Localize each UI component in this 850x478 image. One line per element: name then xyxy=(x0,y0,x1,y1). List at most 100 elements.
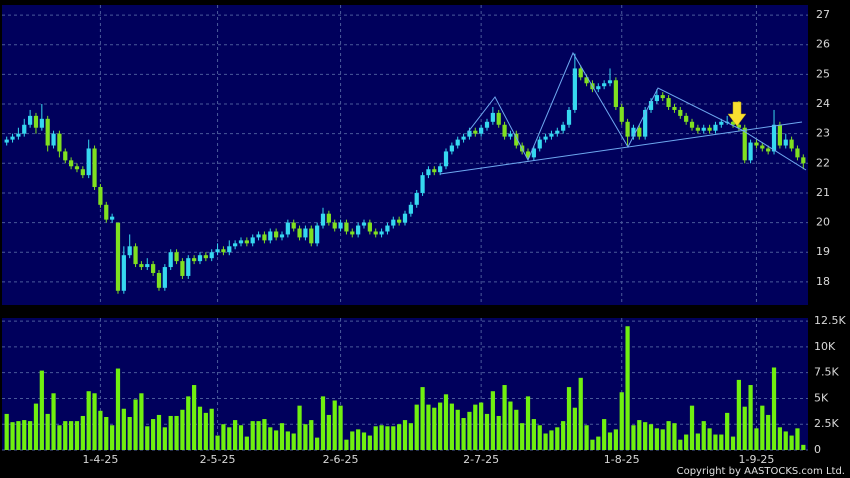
candle-body xyxy=(514,133,519,146)
candle-body xyxy=(10,136,15,140)
candle-body xyxy=(619,106,624,122)
volume-bar xyxy=(730,436,736,450)
y-tick-label: 19 xyxy=(816,245,830,258)
candle-body xyxy=(309,228,314,244)
candle-body xyxy=(789,139,794,149)
volume-bar xyxy=(227,427,232,450)
volume-bar xyxy=(379,425,384,450)
volume-bar xyxy=(391,426,396,450)
candle-body xyxy=(238,240,244,244)
candle-body xyxy=(643,109,648,137)
y2-tick-label: 7.5K xyxy=(814,366,839,379)
candle-body xyxy=(69,160,74,167)
candle-body xyxy=(57,133,62,152)
candle-body xyxy=(338,222,343,229)
candle-body xyxy=(438,166,443,173)
volume-bar xyxy=(795,428,800,450)
candle-body xyxy=(303,228,308,238)
y2-tick-label: 5K xyxy=(814,391,829,404)
candle-body xyxy=(684,115,689,122)
candle-body xyxy=(320,213,326,226)
candle-body xyxy=(326,213,331,223)
volume-bar xyxy=(344,439,349,450)
candle-body xyxy=(637,127,642,137)
trend-lines xyxy=(439,51,807,175)
volume-bar xyxy=(701,421,706,450)
candle-body xyxy=(596,86,601,90)
candle-body xyxy=(631,127,636,137)
volume-bar xyxy=(63,421,68,450)
candle-body xyxy=(555,130,560,134)
candle-body xyxy=(74,166,80,170)
y-tick-label: 21 xyxy=(816,186,830,199)
candle-body xyxy=(168,252,173,268)
candle-body xyxy=(701,127,706,131)
volume-bar xyxy=(537,425,542,450)
volume-bar xyxy=(238,425,244,450)
x-tick-label: 2-7-25 xyxy=(463,453,499,466)
candle-body xyxy=(449,145,454,152)
candle-body xyxy=(467,130,472,137)
volume-bar xyxy=(719,434,724,450)
volume-bar xyxy=(127,417,132,450)
candle-body xyxy=(197,255,203,262)
volume-bar xyxy=(467,411,472,450)
volume-bar xyxy=(414,404,419,450)
candle-body xyxy=(783,139,788,146)
volume-bar xyxy=(320,396,326,450)
volume-bar xyxy=(725,412,730,450)
candle-body xyxy=(760,145,765,149)
candle-body xyxy=(654,95,659,102)
volume-bar xyxy=(596,436,601,450)
volume-bar xyxy=(51,393,56,450)
volume-bar xyxy=(315,437,320,450)
candle-body xyxy=(607,80,613,84)
candle-body xyxy=(414,192,419,205)
volume-bar xyxy=(678,439,683,450)
volume-bar xyxy=(274,430,279,450)
volume-bar xyxy=(777,427,782,450)
volume-bar xyxy=(197,406,203,450)
volume-bar xyxy=(449,403,454,450)
volume-bar xyxy=(151,419,156,450)
volume-bar xyxy=(361,432,367,450)
volume-bar xyxy=(496,415,501,450)
candle-body xyxy=(660,95,665,99)
candle-body xyxy=(244,240,249,244)
volume-bar xyxy=(408,423,413,450)
volume-bar xyxy=(373,426,378,450)
volume-bar xyxy=(707,428,712,450)
candle-body xyxy=(121,255,126,291)
candle-body xyxy=(484,121,490,128)
volume-bar xyxy=(367,435,372,450)
candle-body xyxy=(344,222,349,232)
volume-bar xyxy=(426,404,431,450)
volume-bar xyxy=(244,436,249,450)
support-line xyxy=(439,121,803,175)
volume-bar xyxy=(484,413,490,450)
candle-body xyxy=(186,258,191,276)
candle-body xyxy=(801,157,806,164)
candle-body xyxy=(771,124,777,152)
volume-bar xyxy=(45,413,50,450)
signal-arrow xyxy=(727,101,747,127)
candle-body xyxy=(443,151,449,167)
candle-body xyxy=(192,258,197,262)
volume-bar xyxy=(350,431,355,450)
candle-body xyxy=(549,133,554,137)
candle-body xyxy=(391,219,396,226)
y2-tick-label: 2.5K xyxy=(814,417,839,430)
candle-body xyxy=(473,130,478,134)
candle-body xyxy=(730,121,736,125)
volume-bar xyxy=(438,402,443,450)
candle-body xyxy=(92,148,97,188)
candle-body xyxy=(315,225,320,244)
volume-bar xyxy=(180,409,185,450)
candle-body xyxy=(63,151,68,161)
volume-bar xyxy=(133,399,138,450)
labels: 18 19 20 21 22 23 24 25 26 27 0 2.5K 5K 7.5K 10K 12.5K 1… xyxy=(82,8,846,466)
volume-bar xyxy=(766,414,771,450)
volume-bar xyxy=(326,414,331,450)
marks xyxy=(4,53,806,450)
